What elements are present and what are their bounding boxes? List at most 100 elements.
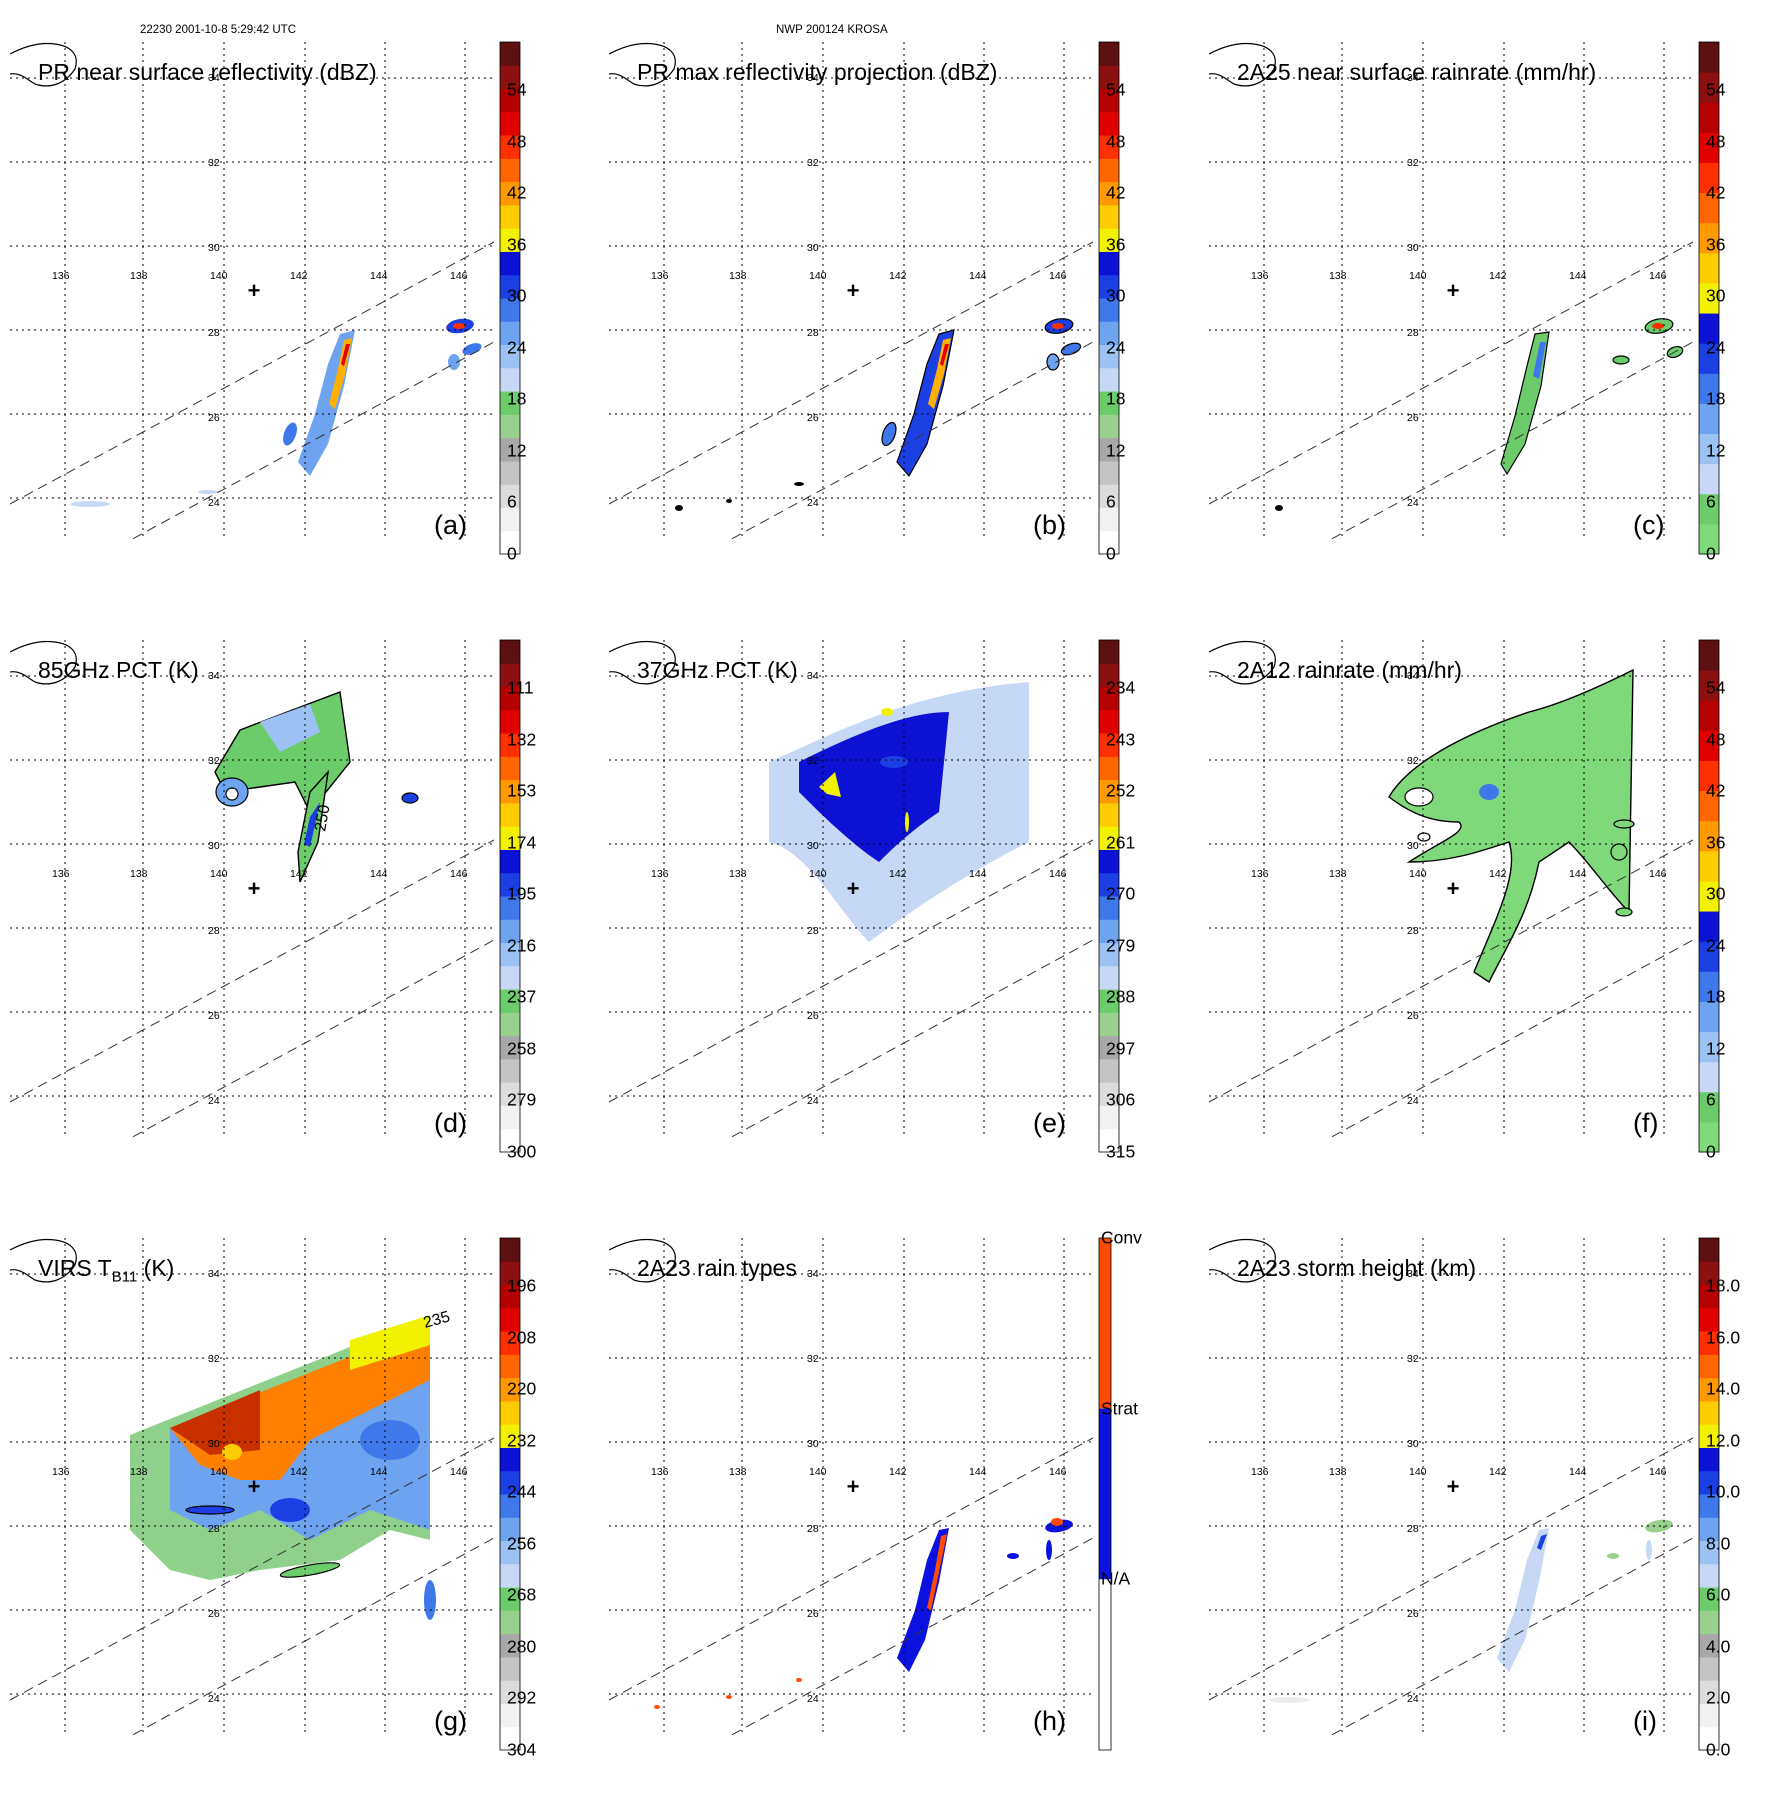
colorbar-segment <box>1699 1001 1719 1033</box>
colorbar-tick-label: 288 <box>1106 986 1136 1007</box>
latitude-label: 30 <box>807 840 819 852</box>
colorbar-tick-label: 14.0 <box>1706 1378 1741 1399</box>
colorbar-segment <box>1699 1121 1719 1153</box>
latitude-label: 24 <box>208 1095 220 1107</box>
colorbar-tick-label: 234 <box>1106 677 1136 698</box>
map-plot: +235 <box>10 1237 521 1751</box>
latitude-label: 30 <box>1407 1438 1419 1450</box>
category-swatch <box>1099 1579 1111 1750</box>
colorbar-segment <box>1699 850 1719 882</box>
coastline <box>1209 1238 1276 1283</box>
panel-f: +136 138 140 142 144 146 34 32 30 28 26 24 2A12 rain… <box>1209 612 1771 1212</box>
colorbar-segment <box>500 228 520 252</box>
colorbar-tick-label: 36 <box>507 234 527 255</box>
colorbar-segment <box>1099 849 1119 874</box>
longitude-label: 136 <box>651 270 669 282</box>
colorbar-segment <box>1099 437 1119 462</box>
longitude-label: 142 <box>889 270 907 282</box>
colorbar-segment <box>500 1517 520 1542</box>
colorbar-segment <box>1699 192 1719 224</box>
storm-center-marker: + <box>847 1474 860 1499</box>
colorbar-segment <box>1099 507 1119 532</box>
colorbar-segment <box>500 1587 520 1611</box>
map-plot: + <box>609 1237 1112 1751</box>
colorbar-tick-label: 297 <box>1106 1038 1136 1059</box>
colorbar-segment <box>1699 433 1719 465</box>
colorbar-tick-label: 292 <box>507 1687 537 1708</box>
colorbar-segment <box>1699 343 1719 374</box>
colorbar-tick-label: 153 <box>507 780 537 801</box>
latitude-label: 28 <box>1407 1523 1419 1535</box>
colorbar-tick-label: 10.0 <box>1706 1481 1741 1502</box>
colorbar-segment <box>1099 344 1119 369</box>
colorbar-segment <box>500 663 520 688</box>
colorbar-segment <box>1099 663 1119 688</box>
panel-label: (e) <box>1033 1108 1066 1138</box>
colorbar-tick-label: 36 <box>1706 832 1726 853</box>
colorbar-tick-label: 12 <box>1706 440 1726 461</box>
colorbar-segment <box>1699 1610 1719 1635</box>
colorbar-segment <box>500 1540 520 1565</box>
longitude-label: 146 <box>1049 1466 1067 1478</box>
colorbar-tick-label: 132 <box>507 729 537 750</box>
colorbar-segment <box>1699 282 1719 314</box>
map-plot: + <box>1209 639 1720 1153</box>
colorbar-segment <box>500 1284 520 1309</box>
latitude-label: 34 <box>807 1268 819 1280</box>
colorbar-segment <box>500 733 520 757</box>
colorbar-tick-label: 24 <box>1106 337 1126 358</box>
category-label: N/A <box>1101 1568 1131 1589</box>
panel-b: +136 138 140 142 144 146 34 32 30 28 26 24 PR max re… <box>609 14 1209 614</box>
colorbar-segment <box>500 65 520 90</box>
colorbar-segment <box>1099 1012 1119 1037</box>
colorbar-segment <box>500 1470 520 1495</box>
colorbar-tick-label: 54 <box>507 79 527 100</box>
colorbar-segment <box>500 1633 520 1658</box>
coastline <box>609 1238 676 1283</box>
colorbar-tick-label: 48 <box>1706 131 1726 152</box>
colorbar-tick-label: 232 <box>507 1430 537 1451</box>
map-plot: + <box>609 639 1120 1153</box>
colorbar-tick-label: 270 <box>1106 883 1136 904</box>
latitude-label: 28 <box>1407 925 1419 937</box>
latitude-label: 30 <box>208 242 220 254</box>
colorbar-segment <box>1699 1470 1719 1495</box>
colorbar-tick-label: 244 <box>507 1481 537 1502</box>
colorbar-segment <box>1099 65 1119 90</box>
coastline <box>10 1238 77 1283</box>
colorbar-tick-label: 258 <box>507 1038 537 1059</box>
panel-e: +136 138 140 142 144 146 34 32 30 28 26 24 37GHz PCT… <box>609 612 1209 1212</box>
colorbar-segment <box>500 1354 520 1379</box>
longitude-label: 144 <box>969 270 987 282</box>
colorbar-segment <box>1699 1061 1719 1093</box>
map-plot: + <box>609 41 1120 555</box>
colorbar-segment <box>1699 1726 1719 1751</box>
colorbar-segment <box>1099 1082 1119 1106</box>
colorbar-segment <box>500 391 520 415</box>
colorbar-segment <box>1099 298 1119 322</box>
panel-d: +250 136 138 140 142 144 146 34 32 30 28 26 24 85GHz … <box>10 612 610 1212</box>
colorbar-segment <box>1099 414 1119 439</box>
colorbar-segment <box>500 42 520 66</box>
colorbar-segment <box>1699 1307 1719 1332</box>
colorbar-segment <box>500 1656 520 1681</box>
panel-h: +136 138 140 142 144 146 34 32 30 28 26 24 2A23 rain… <box>609 1210 1209 1810</box>
longitude-label: 140 <box>1409 868 1427 880</box>
latitude-label: 26 <box>807 412 819 424</box>
longitude-label: 140 <box>809 868 827 880</box>
colorbar-segment <box>1099 228 1119 252</box>
longitude-label: 136 <box>52 1466 70 1478</box>
colorbar-segment <box>500 849 520 874</box>
longitude-label: 142 <box>290 868 308 880</box>
longitude-label: 138 <box>1329 270 1347 282</box>
colorbar-tick-label: 42 <box>1106 182 1126 203</box>
colorbar-segment <box>1099 826 1119 850</box>
colorbar-segment <box>500 1563 520 1588</box>
storm-center-marker: + <box>248 278 261 303</box>
longitude-label: 140 <box>1409 1466 1427 1478</box>
colorbar-segment <box>500 1726 520 1751</box>
longitude-label: 142 <box>889 1466 907 1478</box>
latitude-label: 26 <box>1407 1010 1419 1022</box>
colorbar-segment <box>500 530 520 555</box>
colorbar-tick-label: 0 <box>1106 543 1116 564</box>
